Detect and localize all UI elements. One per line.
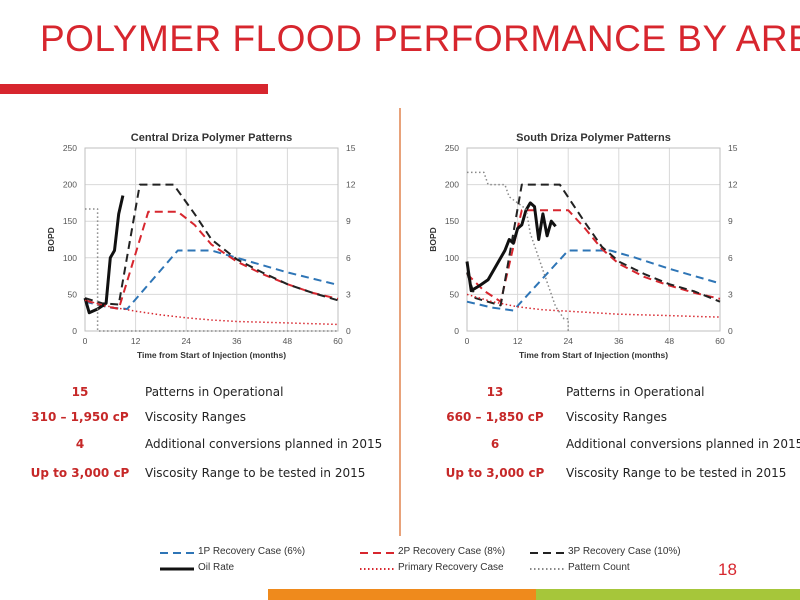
chart-south-driza: South Driza Polymer Patterns050100150200… — [428, 132, 738, 360]
page-number: 18 — [718, 560, 737, 579]
series-oil-rate — [83, 195, 125, 315]
info-label: Patterns in Operational — [145, 385, 284, 399]
series-3p-recovery-case-10 — [84, 183, 339, 306]
legend-label: Primary Recovery Case — [398, 562, 504, 573]
x-tick-label: 36 — [614, 336, 624, 346]
x-tick-label: 12 — [513, 336, 523, 346]
info-label: Additional conversions planned in 2015 — [145, 437, 383, 451]
series-pattern-count — [467, 171, 569, 331]
legend-swatch — [360, 568, 394, 570]
info-label: Viscosity Range to be tested in 2015 — [566, 466, 787, 480]
y-tick-label: 100 — [63, 253, 77, 263]
chart-central-driza: Central Driza Polymer Patterns0501001502… — [46, 132, 356, 360]
y-tick-label: 50 — [68, 289, 78, 299]
legend-label: 2P Recovery Case (8%) — [398, 546, 506, 557]
x-tick-label: 60 — [715, 336, 725, 346]
info-value: 4 — [75, 437, 85, 451]
legend-label: Pattern Count — [568, 562, 630, 573]
y-tick-label: 200 — [445, 180, 459, 190]
x-tick-label: 12 — [131, 336, 141, 346]
y-tick-label: 0 — [454, 326, 459, 336]
x-tick-label: 24 — [181, 336, 191, 346]
series-2p-recovery-case-8 — [466, 209, 721, 303]
legend-swatch — [530, 552, 564, 554]
slide-title: POLYMER FLOOD PERFORMANCE BY AREA — [40, 18, 800, 59]
legend-label: Oil Rate — [198, 562, 235, 573]
y2-tick-label: 0 — [346, 326, 351, 336]
title-accent-bar — [0, 84, 268, 94]
y2-tick-label: 6 — [728, 253, 733, 263]
legend-swatch — [160, 552, 194, 554]
footer-bar-orange — [268, 589, 536, 600]
y2-tick-label: 3 — [728, 289, 733, 299]
chart-title: South Driza Polymer Patterns — [516, 132, 671, 144]
y-tick-label: 250 — [63, 143, 77, 153]
info-value: 310 – 1,950 cP — [31, 410, 129, 424]
x-axis-label: Time from Start of Injection (months) — [137, 350, 286, 360]
x-axis-label: Time from Start of Injection (months) — [519, 350, 668, 360]
legend-swatch — [530, 568, 564, 570]
column-divider — [399, 108, 401, 536]
series-primary-recovery-case — [466, 293, 721, 318]
info-value: 15 — [71, 385, 89, 399]
info-label: Viscosity Ranges — [145, 410, 246, 424]
x-tick-label: 24 — [563, 336, 573, 346]
info-label: Viscosity Ranges — [566, 410, 667, 424]
series-oil-rate — [465, 201, 557, 293]
x-tick-label: 60 — [333, 336, 343, 346]
chart-legend: 1P Recovery Case (6%) 2P Recovery Case (8… — [160, 546, 720, 586]
x-tick-label: 48 — [283, 336, 293, 346]
info-label: Viscosity Range to be tested in 2015 — [145, 466, 366, 480]
info-label: Additional conversions planned in 2015 — [566, 437, 800, 451]
legend-label: 1P Recovery Case (6%) — [198, 546, 306, 557]
y-tick-label: 150 — [445, 216, 459, 226]
y-tick-label: 200 — [63, 180, 77, 190]
legend-swatch — [160, 567, 194, 571]
y-axis-label: BOPD — [428, 227, 438, 252]
y-tick-label: 100 — [445, 253, 459, 263]
y2-tick-label: 9 — [728, 216, 733, 226]
y-tick-label: 250 — [445, 143, 459, 153]
plot-area — [84, 147, 339, 332]
y-tick-label: 50 — [450, 289, 460, 299]
y-tick-label: 0 — [72, 326, 77, 336]
y2-tick-label: 12 — [346, 180, 356, 190]
info-value: Up to 3,000 cP — [445, 466, 545, 480]
y2-tick-label: 3 — [346, 289, 351, 299]
y-tick-label: 150 — [63, 216, 77, 226]
y2-tick-label: 9 — [346, 216, 351, 226]
x-tick-label: 36 — [232, 336, 242, 346]
x-tick-label: 0 — [465, 336, 470, 346]
y2-tick-label: 15 — [346, 143, 356, 153]
plot-area — [466, 147, 721, 332]
series-3p-recovery-case-10 — [466, 183, 721, 307]
y-axis-label: BOPD — [46, 227, 56, 252]
y2-tick-label: 6 — [346, 253, 351, 263]
series-2p-recovery-case-8 — [84, 210, 339, 310]
info-value: 660 – 1,850 cP — [446, 410, 544, 424]
legend-swatch — [360, 552, 394, 554]
info-value: Up to 3,000 cP — [30, 466, 130, 480]
series-primary-recovery-case — [84, 299, 339, 326]
legend-label: 3P Recovery Case (10%) — [568, 546, 681, 557]
series-1p-recovery-case-6 — [466, 249, 721, 312]
y2-tick-label: 0 — [728, 326, 733, 336]
footer-bar-green — [536, 589, 800, 600]
y2-tick-label: 12 — [728, 180, 738, 190]
info-label: Patterns in Operational — [566, 385, 705, 399]
x-tick-label: 0 — [83, 336, 88, 346]
info-value: 6 — [490, 437, 500, 451]
y2-tick-label: 15 — [728, 143, 738, 153]
x-tick-label: 48 — [665, 336, 675, 346]
series-pattern-count — [85, 208, 338, 332]
chart-title: Central Driza Polymer Patterns — [131, 132, 292, 144]
info-value: 13 — [486, 385, 504, 399]
